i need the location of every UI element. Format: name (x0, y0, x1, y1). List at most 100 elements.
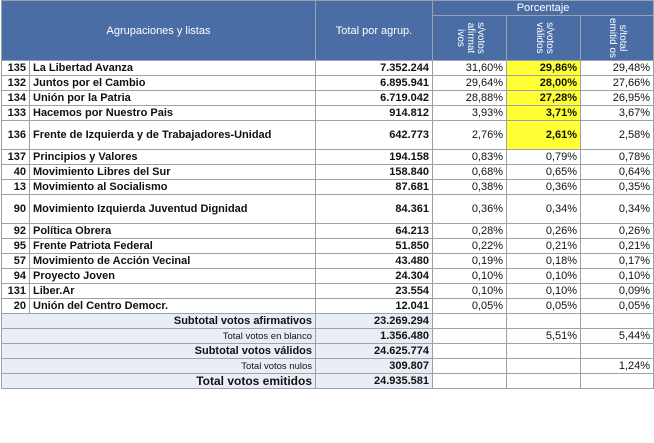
list-code: 92 (1, 223, 30, 239)
table-row: 95 Frente Patriota Federal 51.850 0,22% 0,21… (1, 238, 654, 254)
list-total: 7.352.244 (315, 60, 434, 76)
list-code: 95 (1, 238, 30, 254)
summary-total: 24.625.774 (315, 343, 434, 359)
table-row: 137 Principios y Valores 194.158 0,83% 0,79%… (1, 149, 654, 165)
list-name: Movimiento Libres del Sur (28, 164, 317, 180)
table-row: 131 Liber.Ar 23.554 0,10% 0,10% 0,09% (1, 283, 654, 299)
summary-pct-afirmativos (432, 313, 508, 329)
summary-pct-afirmativos (432, 358, 508, 374)
list-total: 51.850 (315, 238, 434, 254)
list-name: Unión del Centro Democr. (28, 298, 317, 314)
header-pct-validos: s/votos válidos (506, 15, 582, 61)
header-lists: Agrupaciones y listas (0, 0, 317, 61)
pct-emitidos: 0,17% (580, 253, 654, 269)
table-row: 132 Juntos por el Cambio 6.895.941 29,64% 28… (1, 75, 654, 91)
summary-label: Subtotal votos afirmativos (0, 313, 317, 329)
list-code: 40 (1, 164, 30, 180)
pct-afirmativos: 0,36% (432, 194, 508, 224)
pct-emitidos: 26,95% (580, 90, 654, 106)
list-total: 24.304 (315, 268, 434, 284)
pct-emitidos: 2,58% (580, 120, 654, 150)
pct-validos: 2,61% (506, 120, 582, 150)
summary-row: Subtotal votos válidos 24.625.774 (0, 343, 654, 359)
table-row: 20 Unión del Centro Democr. 12.041 0,05% 0,0… (1, 298, 654, 314)
pct-afirmativos: 0,22% (432, 238, 508, 254)
list-code: 135 (1, 60, 30, 76)
table-row: 133 Hacemos por Nuestro Pais 914.812 3,93% 3… (1, 105, 654, 121)
pct-validos: 3,71% (506, 105, 582, 121)
list-name: Movimiento al Socialismo (28, 179, 317, 195)
list-code: 132 (1, 75, 30, 91)
list-total: 12.041 (315, 298, 434, 314)
pct-emitidos: 0,35% (580, 179, 654, 195)
summary-pct-validos (506, 373, 582, 389)
summary-pct-emitidos (580, 313, 654, 329)
pct-afirmativos: 0,10% (432, 268, 508, 284)
list-total: 23.554 (315, 283, 434, 299)
pct-emitidos: 0,10% (580, 268, 654, 284)
list-code: 13 (1, 179, 30, 195)
header-pct-afirmativos: s/votos afirmat ivos (432, 15, 508, 61)
list-name: Movimiento Izquierda Juventud Dignidad (28, 194, 317, 224)
pct-emitidos: 0,09% (580, 283, 654, 299)
summary-row: Total votos emitidos 24.935.581 (0, 373, 654, 389)
pct-validos: 0,05% (506, 298, 582, 314)
summary-pct-afirmativos (432, 343, 508, 359)
summary-pct-emitidos (580, 343, 654, 359)
list-total: 43.480 (315, 253, 434, 269)
summary-pct-afirmativos (432, 373, 508, 389)
table-row: 135 La Libertad Avanza 7.352.244 31,60% 29,8… (1, 60, 654, 76)
table-row: 136 Frente de Izquierda y de Trabajadores… (1, 120, 654, 150)
list-name: Unión por la Patria (28, 90, 317, 106)
list-code: 131 (1, 283, 30, 299)
table-row: 134 Unión por la Patria 6.719.042 28,88% 27,… (1, 90, 654, 106)
list-name: Proyecto Joven (28, 268, 317, 284)
summary-row: Total votos en blanco 1.356.480 5,51% 5,44% (0, 328, 654, 344)
list-code: 90 (1, 194, 30, 224)
header-total: Total por agrup. (315, 0, 434, 61)
list-name: Movimiento de Acción Vecinal (28, 253, 317, 269)
summary-row: Total votos nulos 309.807 1,24% (0, 358, 654, 374)
pct-validos: 0,18% (506, 253, 582, 269)
pct-emitidos: 27,66% (580, 75, 654, 91)
pct-validos: 0,10% (506, 268, 582, 284)
list-name: Liber.Ar (28, 283, 317, 299)
table-row: 90 Movimiento Izquierda Juventud Dignidad… (1, 194, 654, 224)
results-body: 135 La Libertad Avanza 7.352.244 31,60% 29,8… (0, 60, 654, 389)
list-name: Política Obrera (28, 223, 317, 239)
pct-afirmativos: 2,76% (432, 120, 508, 150)
pct-emitidos: 0,05% (580, 298, 654, 314)
results-table: Agrupaciones y listas Total por agrup. P… (0, 0, 654, 389)
pct-validos: 29,86% (506, 60, 582, 76)
header-percentage: Porcentaje (432, 0, 654, 16)
pct-afirmativos: 0,28% (432, 223, 508, 239)
summary-pct-afirmativos (432, 328, 508, 344)
list-total: 194.158 (315, 149, 434, 165)
summary-row: Subtotal votos afirmativos 23.269.294 (0, 313, 654, 329)
pct-emitidos: 0,78% (580, 149, 654, 165)
pct-emitidos: 0,34% (580, 194, 654, 224)
list-code: 136 (1, 120, 30, 150)
list-code: 57 (1, 253, 30, 269)
table-row: 57 Movimiento de Acción Vecinal 43.480 0,19… (1, 253, 654, 269)
list-total: 158.840 (315, 164, 434, 180)
table-row: 92 Política Obrera 64.213 0,28% 0,26% 0,26% (1, 223, 654, 239)
header-pct-emitidos: s/total emitid os (580, 15, 654, 61)
pct-validos: 0,10% (506, 283, 582, 299)
pct-afirmativos: 0,68% (432, 164, 508, 180)
summary-total: 24.935.581 (315, 373, 434, 389)
table-row: 94 Proyecto Joven 24.304 0,10% 0,10% 0,10% (1, 268, 654, 284)
list-name: Principios y Valores (28, 149, 317, 165)
pct-emitidos: 0,26% (580, 223, 654, 239)
pct-afirmativos: 31,60% (432, 60, 508, 76)
pct-afirmativos: 0,05% (432, 298, 508, 314)
list-code: 133 (1, 105, 30, 121)
list-total: 6.895.941 (315, 75, 434, 91)
list-name: Hacemos por Nuestro Pais (28, 105, 317, 121)
pct-emitidos: 3,67% (580, 105, 654, 121)
summary-pct-validos (506, 343, 582, 359)
pct-validos: 0,36% (506, 179, 582, 195)
pct-afirmativos: 0,38% (432, 179, 508, 195)
summary-total: 1.356.480 (315, 328, 434, 344)
list-total: 84.361 (315, 194, 434, 224)
